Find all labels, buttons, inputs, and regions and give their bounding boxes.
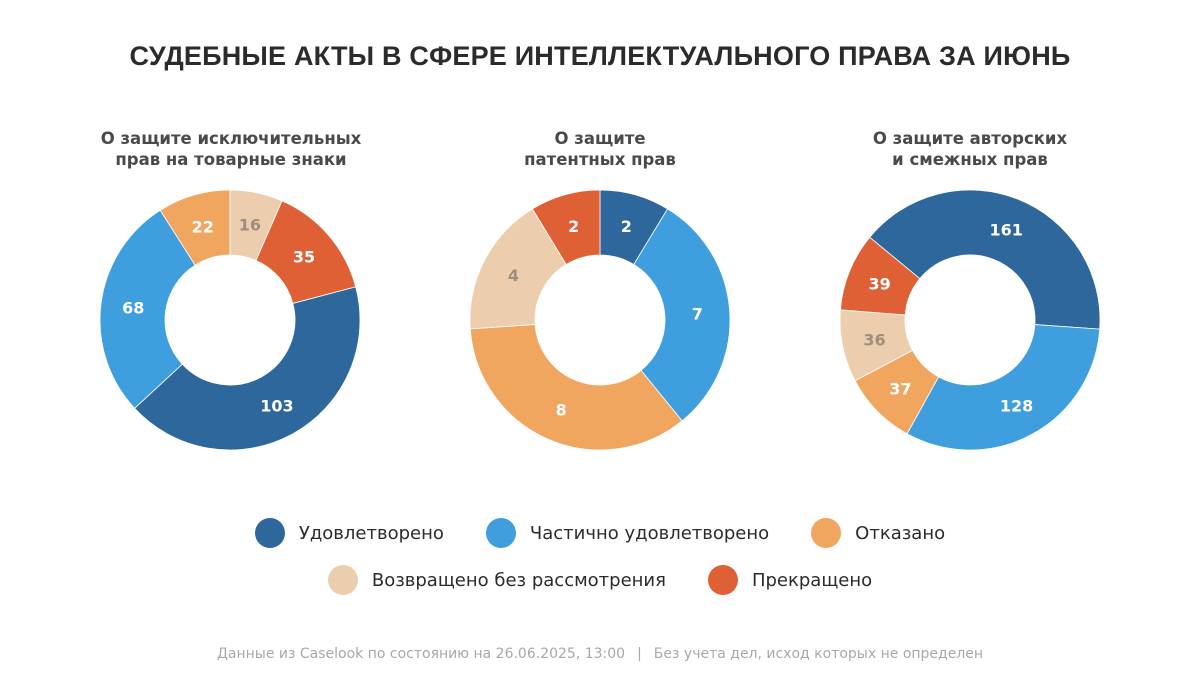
legend-item-satisfied: Удовлетворено [254, 518, 444, 548]
slice-label-copyright-refused: 37 [889, 379, 911, 398]
slice-patents-refused [469, 324, 683, 451]
slice-label-copyright-partially: 128 [1000, 397, 1033, 416]
legend-swatch-returned [327, 565, 358, 595]
legend-label: Удовлетворено [298, 522, 444, 544]
legend-label: Возвращено без рассмотрения [371, 569, 666, 591]
slice-label-patents-partially: 7 [692, 304, 703, 323]
legend-item-terminated: Прекращено [707, 565, 873, 595]
legend-row-1: Удовлетворено Частично удовлетворено Отк… [0, 518, 1200, 548]
slice-label-patents-returned: 4 [508, 266, 519, 285]
legend-item-returned: Возвращено без рассмотрения [327, 565, 666, 595]
slice-trademarks-satisfied [134, 286, 361, 451]
footer-note: Без учета дел, исход которых не определе… [653, 646, 984, 662]
slice-label-trademarks-terminated: 35 [293, 248, 315, 267]
legend-label: Частично удовлетворено [529, 522, 770, 544]
slice-copyright-satisfied [869, 189, 1101, 330]
slice-label-patents-refused: 8 [556, 400, 567, 419]
subtitle-patents: О защите патентных прав [524, 129, 676, 169]
slice-label-trademarks-satisfied: 103 [260, 396, 293, 415]
subtitle-copyright: О защите авторских и смежных прав [872, 129, 1068, 169]
legend-label: Отказано [855, 522, 946, 544]
legend-row-2: Возвращено без рассмотрения Прекращено [0, 565, 1200, 595]
slice-patents-terminated [531, 189, 601, 266]
legend-item-refused: Отказано [811, 518, 945, 548]
slice-label-copyright-terminated: 39 [868, 274, 890, 293]
slice-label-patents-terminated: 2 [568, 217, 579, 236]
slice-trademarks-refused [159, 189, 231, 266]
legend-swatch-satisfied [254, 518, 285, 548]
slice-copyright-partially [906, 324, 1101, 451]
donut-copyright: 161 128 37 36 39 [839, 189, 1101, 451]
chart-title: СУДЕБНЫЕ АКТЫ В СФЕРЕ ИНТЕЛЛЕКТУАЛЬНОГО … [129, 41, 1071, 71]
legend-swatch-terminated [707, 565, 738, 595]
slice-patents-partially [633, 208, 731, 422]
subtitle-trademarks: О защите исключительных прав на товарные… [100, 129, 362, 169]
slice-label-trademarks-returned: 16 [239, 216, 261, 235]
slice-label-copyright-returned: 36 [863, 331, 885, 350]
slice-label-patents-satisfied: 2 [621, 217, 632, 236]
footer-source: Данные из Caselook по состоянию на 26.06… [216, 646, 626, 662]
slice-label-trademarks-partially: 68 [122, 298, 144, 317]
slice-label-copyright-satisfied: 161 [989, 220, 1022, 239]
slice-copyright-terminated [839, 236, 921, 316]
donut-patents: 2 7 8 4 2 [469, 189, 731, 451]
legend-swatch-refused [811, 518, 842, 548]
legend-label: Прекращено [751, 569, 873, 591]
legend-swatch-partially [485, 518, 516, 548]
slice-trademarks-partially [99, 209, 196, 409]
slice-label-trademarks-refused: 22 [192, 217, 214, 236]
footer: Данные из Caselook по состоянию на 26.06… [0, 646, 1200, 662]
legend-item-partially: Частично удовлетворено [485, 518, 770, 548]
footer-separator: | [637, 646, 642, 662]
donut-trademarks: 16 35 103 68 22 [99, 189, 361, 451]
